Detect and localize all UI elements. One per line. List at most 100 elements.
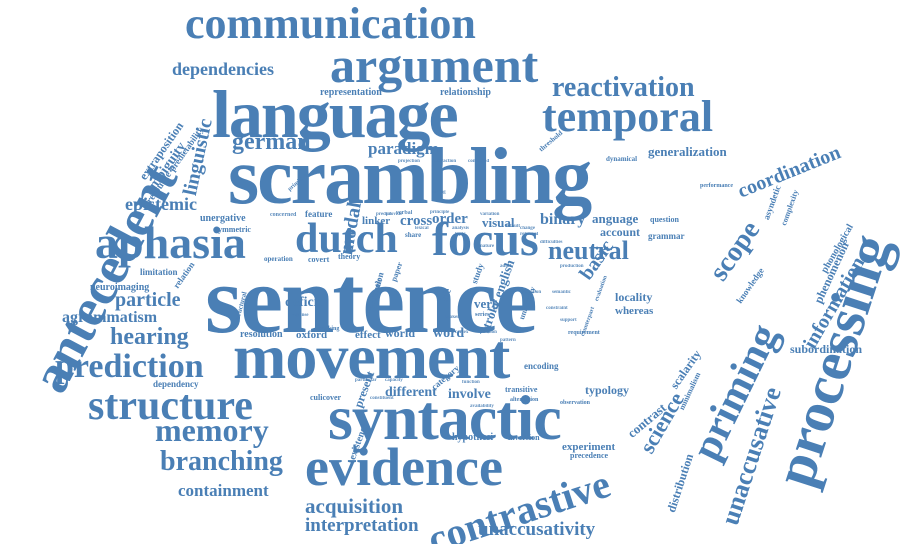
word-language: language (212, 76, 459, 152)
word-cross: cross (400, 213, 433, 229)
word-interpretation: interpretation (305, 515, 419, 536)
word-syntactic: syntactic (328, 382, 562, 453)
word-dutch: dutch (295, 216, 398, 262)
word-pattern: pattern (500, 338, 516, 343)
word-involve: involve (448, 387, 491, 402)
word-deficit: deficit (285, 295, 323, 310)
word-generalization: generalization (648, 144, 727, 159)
word-knowledge: knowledge (734, 265, 766, 306)
word-particular: particular (355, 378, 377, 383)
word-grammar: grammar (648, 231, 685, 241)
word-sentence: sentence (205, 246, 538, 353)
word-german: german (232, 129, 311, 155)
word-movement: movement (233, 321, 510, 392)
word-operation: operation (264, 255, 293, 263)
word-position: position (480, 330, 497, 335)
word-principle: principle (430, 210, 450, 215)
word-concerned: concerned (270, 212, 297, 218)
word-cortex: cortex (455, 330, 469, 335)
word-verbal: verbal (396, 210, 413, 216)
word-production: production (560, 264, 584, 269)
word-requirement: requirement (568, 330, 600, 336)
word-containment: containment (178, 481, 269, 500)
word-dependency: dependency (153, 379, 199, 389)
word-word: word (433, 326, 465, 341)
word-memory: memory (155, 412, 269, 448)
word-experiment: experiment (562, 441, 616, 453)
word-neuroimaging: neuroimaging (90, 282, 150, 293)
word-analysis: analysis (452, 226, 469, 231)
word-theory: theory (338, 252, 361, 261)
word-nature: nature (480, 244, 495, 249)
word-dynamical: dynamical (606, 155, 638, 163)
word-spoken: spoken (445, 315, 461, 320)
word-function: function (462, 380, 480, 385)
word-series: series (475, 312, 490, 318)
word-focus: focus (432, 213, 539, 266)
word-verb: verb (474, 296, 500, 311)
word-hearing: hearing (110, 324, 189, 350)
word-reactivation: reactivation (552, 72, 695, 103)
word-subordination: subordination (790, 342, 863, 356)
word-temporal: temporal (542, 92, 714, 141)
word-distribution: distribution (664, 451, 697, 515)
word-share: share (405, 231, 422, 239)
word-provide: provide (386, 212, 403, 217)
word-constituent: constituent (370, 396, 394, 401)
word-abstraction: abstraction (432, 159, 457, 164)
word-binary: binary (540, 211, 586, 228)
word-acquisition: acquisition (305, 494, 404, 518)
word-culicover: culicover (310, 393, 342, 402)
word-support: support (560, 318, 577, 323)
word-linker: linker (362, 215, 391, 227)
word-communication: communication (185, 0, 476, 48)
word-inversion: inversion (508, 433, 540, 442)
word-structure: structure (88, 383, 253, 429)
word-different: different (385, 385, 437, 400)
word-argument: argument (330, 37, 539, 93)
word-evidence: evidence (305, 437, 503, 497)
word-relationship: relationship (440, 87, 491, 98)
word-unaccusativity: unaccusativity (478, 519, 596, 540)
word-oxford: oxford (296, 329, 328, 341)
word-particle: particle (115, 289, 181, 311)
word-retrieval: retrieval (520, 232, 539, 237)
word-semantic: semantic (552, 290, 571, 295)
word-precedence: precedence (570, 451, 609, 460)
word-covert: covert (308, 255, 330, 264)
word-transitive: transitive (505, 385, 538, 394)
word-paradigm: paradigm (368, 139, 439, 158)
word-aphasia: aphasia (95, 217, 246, 268)
word-prediction: prediction (55, 348, 204, 385)
word-limitation: limitation (140, 267, 178, 277)
word-difficulties: difficulties (540, 240, 563, 245)
word-default: default (505, 224, 520, 229)
word-complexity: complexity (779, 188, 801, 227)
word-resolution: resolution (240, 329, 283, 340)
word-encoding: encoding (524, 361, 559, 371)
word-failing: failing (432, 190, 446, 195)
word-working: working (318, 326, 340, 332)
word-variation: variation (480, 212, 500, 217)
word-hypothesi: hypothesi (452, 432, 494, 443)
word-visual: visual (482, 215, 515, 230)
word-account: account (600, 225, 640, 239)
word-alternation: alternation (510, 397, 539, 403)
word-observation: observation (560, 400, 590, 406)
word-whereas: whereas (615, 305, 654, 317)
word-symmetric: symmetric (215, 225, 251, 234)
word-command: command (468, 159, 490, 164)
word-performance: performance (700, 183, 733, 189)
word-elicitation: elicitation (520, 290, 542, 295)
word-response: response (290, 313, 309, 318)
word-locality: locality (615, 290, 653, 304)
word-neutral: neutral (548, 236, 629, 265)
word-capacity: capacity (385, 378, 403, 383)
word-scrambling: scrambling (228, 133, 592, 221)
word-dependencies: dependencies (172, 59, 275, 79)
word-effect: effect (355, 329, 381, 341)
word-order: order (432, 211, 468, 227)
word-topic: topic (455, 232, 466, 237)
word-question: question (650, 215, 679, 224)
word-predict: predict (376, 212, 392, 217)
